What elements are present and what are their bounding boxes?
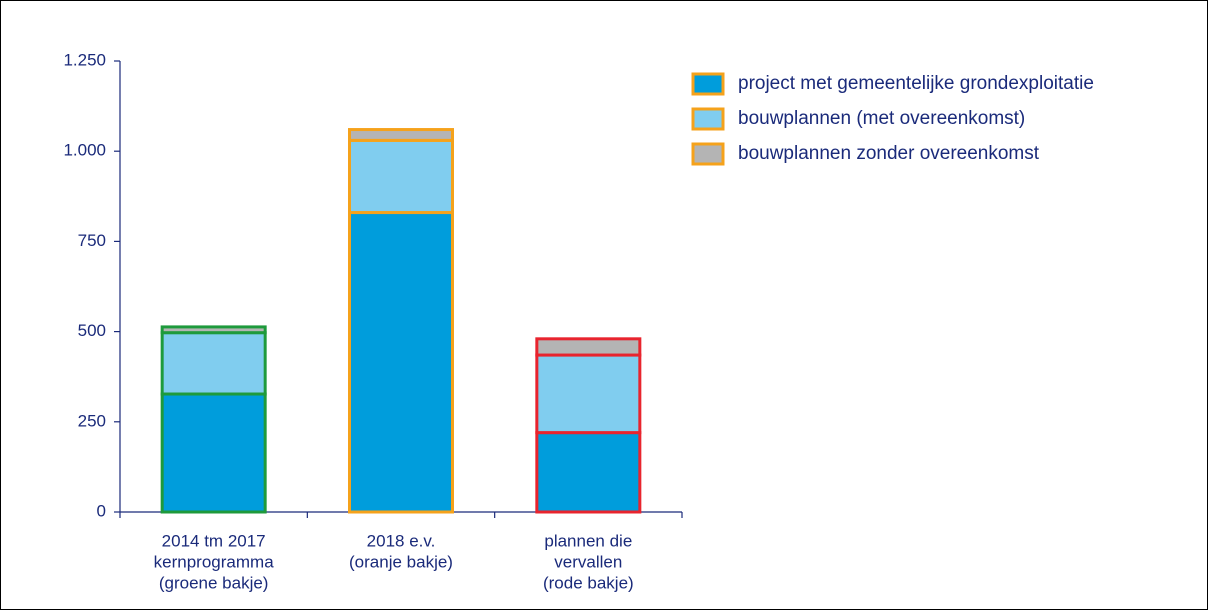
legend-label: bouwplannen (met overeenkomst) <box>738 108 1025 129</box>
bar-segment <box>348 128 454 142</box>
y-tick-label: 250 <box>78 411 106 430</box>
legend-swatch <box>691 142 725 166</box>
bar-segment <box>535 337 642 357</box>
bar-segment <box>348 211 454 514</box>
bar-segment <box>160 325 267 335</box>
y-tick-label: 1.000 <box>63 141 106 160</box>
x-tick-label: plannen die <box>544 531 632 550</box>
x-tick-label: (oranje bakje) <box>349 552 453 571</box>
legend-swatch <box>691 72 725 96</box>
legend-label: bouwplannen zonder overeenkomst <box>738 143 1040 164</box>
x-tick-label: 2014 tm 2017 <box>162 531 266 550</box>
x-tick-label: (rode bakje) <box>543 573 634 592</box>
legend-label: project met gemeentelijke grondexploitat… <box>738 73 1094 94</box>
y-tick-label: 0 <box>97 501 106 520</box>
bar-segment <box>535 353 642 435</box>
x-tick-label: vervallen <box>554 552 622 571</box>
x-tick-label: 2018 e.v. <box>367 531 436 550</box>
bar-segment <box>160 392 267 514</box>
legend-swatch <box>691 107 725 131</box>
y-tick-label: 1.250 <box>63 50 106 69</box>
x-tick-label: kernprogramma <box>154 552 275 571</box>
y-tick-label: 750 <box>78 231 106 250</box>
bar-segment <box>348 138 454 215</box>
x-tick-label: (groene bakje) <box>159 573 269 592</box>
bar-segment <box>535 431 642 514</box>
y-tick-label: 500 <box>78 321 106 340</box>
bar-segment <box>160 331 267 396</box>
